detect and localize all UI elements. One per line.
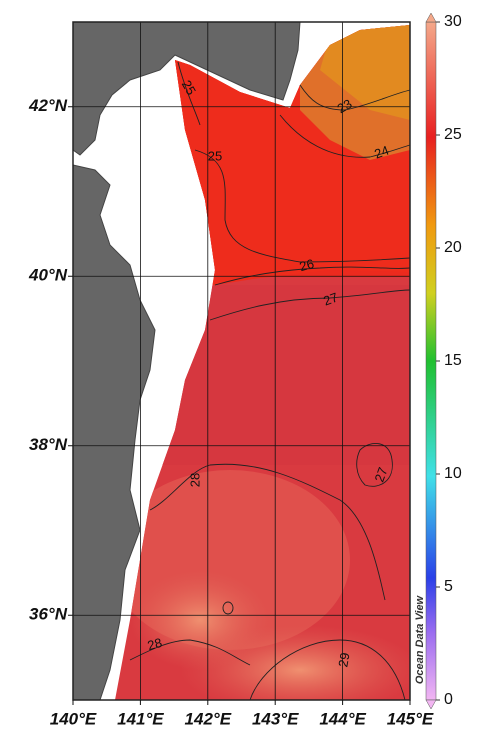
x-tick-label: 141°E <box>117 709 164 728</box>
contour-label: 27 <box>321 289 340 308</box>
colorbar-label: 30 <box>444 13 462 30</box>
x-tick-label: 143°E <box>252 709 299 728</box>
contour-label: 27 <box>371 465 390 484</box>
colorbar-label: 15 <box>444 352 462 369</box>
y-tick-label: 36°N <box>29 605 68 624</box>
colorbar-cap <box>425 699 437 710</box>
colorbar-bar <box>425 21 437 701</box>
x-tick-label: 144°E <box>319 709 366 728</box>
colorbar-label: 25 <box>444 126 462 143</box>
contour-label: 28 <box>146 635 164 653</box>
colorbar: 0 5 10 15 20 25 30 <box>425 12 462 710</box>
contour-label: 28 <box>187 473 202 487</box>
x-tick-label: 140°E <box>50 709 97 728</box>
contour-label: 25 <box>208 148 222 163</box>
contour-label: 26 <box>298 256 316 274</box>
colorbar-cap <box>425 12 437 23</box>
contour-label: 25 <box>179 77 199 97</box>
x-tick-label: 142°E <box>185 709 232 728</box>
contours <box>129 61 411 701</box>
contour-label: 24 <box>372 142 391 161</box>
map-frame <box>72 21 411 701</box>
land <box>72 21 301 156</box>
colorbar-label: 5 <box>444 578 453 595</box>
contour-labels: 25 25 23 24 26 27 28 27 28 29 <box>146 77 391 668</box>
watermark: Ocean Data View <box>414 594 426 684</box>
y-tick-label: 38°N <box>29 435 68 454</box>
contour-label: 29 <box>335 651 352 668</box>
colorbar-label: 10 <box>444 465 462 482</box>
colorbar-label: 20 <box>444 239 462 256</box>
colorbar-label: 0 <box>444 691 453 708</box>
contour-label: 23 <box>334 96 354 116</box>
y-tick-label: 40°N <box>28 266 68 285</box>
x-tick-label: 145°E <box>387 709 434 728</box>
y-tick-label: 42°N <box>28 96 68 115</box>
axes: 140°E 141°E 142°E 143°E 144°E 145°E 36°N 38°N 40… <box>28 96 434 728</box>
